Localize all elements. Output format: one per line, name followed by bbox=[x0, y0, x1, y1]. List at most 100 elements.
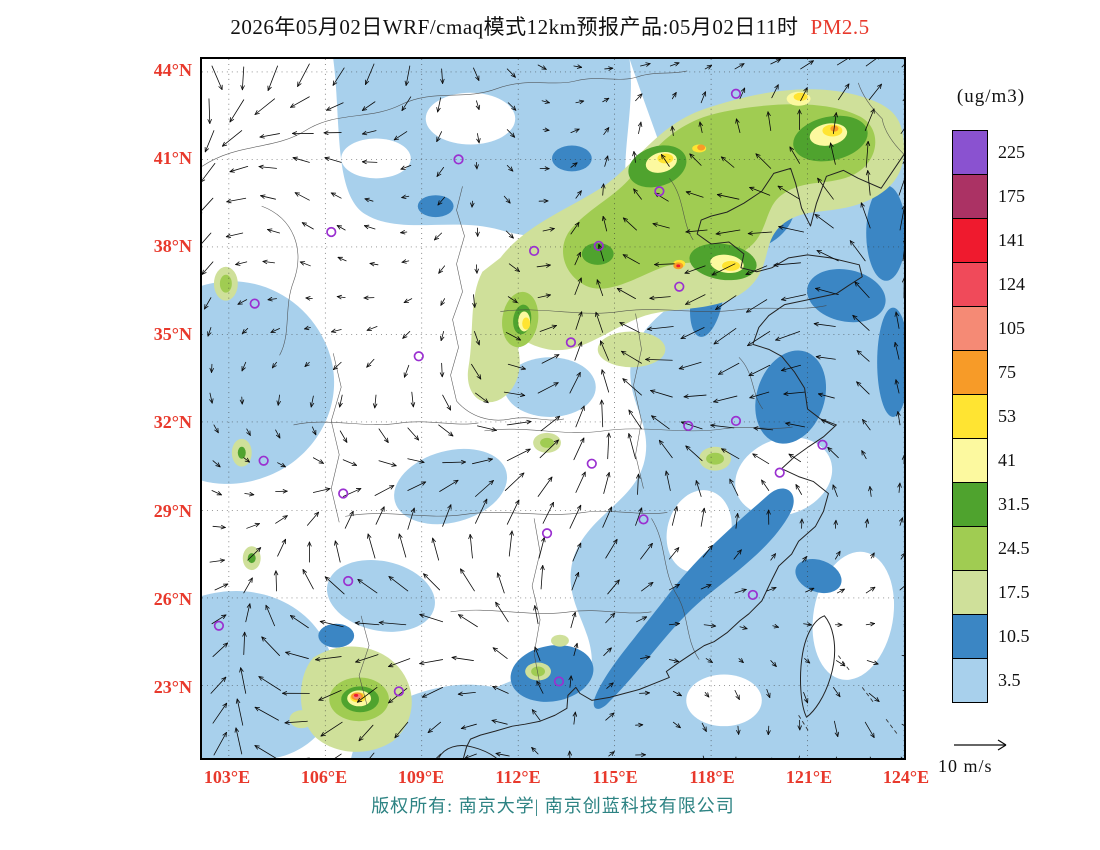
wind-arrow bbox=[647, 326, 674, 332]
wind-arrow bbox=[713, 328, 737, 345]
wind-arrow bbox=[334, 540, 341, 563]
lat-tick-label: 44°N bbox=[153, 60, 192, 80]
wind-arrow bbox=[833, 687, 841, 698]
wind-arrow bbox=[715, 229, 741, 236]
wind-arrow bbox=[539, 324, 557, 332]
wind-arrow bbox=[464, 753, 477, 758]
wind-arrow bbox=[668, 658, 679, 663]
legend-color-swatch bbox=[952, 218, 988, 263]
station-marker bbox=[747, 589, 758, 601]
lon-tick-label: 118°E bbox=[689, 767, 735, 787]
wind-arrow bbox=[506, 419, 532, 426]
wind-arrow bbox=[605, 712, 615, 721]
wind-arrow bbox=[701, 722, 707, 732]
wind-arrow bbox=[342, 488, 362, 497]
wind-arrow bbox=[604, 155, 609, 167]
station-marker bbox=[249, 298, 260, 309]
wind-arrow bbox=[505, 332, 522, 341]
wind-arrow bbox=[270, 328, 280, 333]
wind-arrow bbox=[357, 579, 378, 594]
lat-tick-label: 38°N bbox=[153, 236, 192, 256]
wind-arrow bbox=[258, 164, 277, 170]
wind-arrow bbox=[240, 66, 245, 91]
wind-arrow bbox=[573, 64, 583, 69]
wind-arrow bbox=[364, 197, 374, 203]
legend-entry: 3.5 bbox=[952, 658, 1030, 703]
wind-arrow bbox=[331, 328, 342, 334]
legend-entry: 17.5 bbox=[952, 570, 1030, 615]
wind-arrow bbox=[633, 188, 642, 200]
wind-arrow bbox=[204, 130, 215, 153]
wind-arrow bbox=[636, 616, 648, 623]
wind-arrow bbox=[261, 636, 280, 656]
wind-arrow bbox=[668, 547, 680, 560]
page-title: 2026年05月02日WRF/cmaq模式12km预报产品:05月02日11时 P… bbox=[0, 11, 1100, 41]
wind-arrow bbox=[436, 166, 445, 177]
wind-arrow bbox=[900, 553, 904, 560]
wind-arrow bbox=[672, 721, 681, 729]
lon-tick-label: 112°E bbox=[495, 767, 541, 787]
wind-arrow bbox=[799, 518, 804, 529]
legend-value: 75 bbox=[998, 362, 1016, 382]
wind-arrow bbox=[537, 64, 547, 70]
wind-arrow bbox=[423, 573, 441, 591]
wind-arrow bbox=[475, 392, 489, 404]
legend-color-swatch bbox=[952, 394, 988, 439]
northeast-border bbox=[857, 82, 904, 155]
lat-lon-gridlines bbox=[202, 59, 904, 758]
wind-arrow bbox=[259, 133, 280, 139]
wind-arrow bbox=[243, 457, 250, 463]
wind-arrow bbox=[649, 295, 671, 301]
wind-arrow bbox=[817, 177, 834, 200]
legend-color-swatch bbox=[952, 570, 988, 615]
wind-arrow bbox=[398, 533, 407, 558]
wind-arrow bbox=[419, 659, 444, 666]
wind-arrow bbox=[575, 99, 585, 105]
wind-arrow bbox=[745, 265, 768, 275]
wind-arrow bbox=[575, 311, 583, 330]
lat-tick-label: 32°N bbox=[153, 412, 192, 432]
taiwan-island bbox=[800, 615, 836, 718]
station-marker bbox=[586, 458, 597, 469]
wind-arrow bbox=[475, 100, 481, 110]
wind-arrow bbox=[570, 162, 578, 168]
wind-vector-field bbox=[202, 59, 904, 758]
wind-arrow bbox=[833, 112, 838, 134]
wind-arrow bbox=[458, 614, 478, 628]
station-marker bbox=[593, 240, 604, 252]
wind-arrow bbox=[861, 450, 867, 460]
wind-arrow bbox=[684, 265, 706, 274]
wind-arrow bbox=[815, 355, 836, 360]
wind-arrow bbox=[506, 448, 531, 462]
wind-arrow bbox=[229, 99, 245, 123]
station-marker bbox=[774, 467, 785, 478]
wind-arrow bbox=[622, 217, 637, 231]
station-marker bbox=[553, 676, 565, 687]
wind-arrow bbox=[276, 394, 281, 406]
wind-arrow bbox=[332, 67, 345, 86]
wind-arrow bbox=[640, 62, 651, 67]
wind-arrow bbox=[531, 709, 541, 721]
wind-arrow bbox=[474, 162, 479, 170]
wind-arrow bbox=[210, 676, 227, 694]
wind-arrow bbox=[326, 102, 344, 111]
wind-arrow bbox=[393, 131, 408, 141]
wind-arrow bbox=[607, 579, 620, 595]
wind-arrow bbox=[542, 501, 554, 524]
wind-arrow bbox=[654, 262, 675, 267]
wind-arrow bbox=[797, 109, 802, 130]
wind-arrow bbox=[241, 361, 247, 372]
wind-arrow bbox=[747, 331, 771, 347]
wind-arrow bbox=[504, 472, 525, 491]
wind-arrow bbox=[212, 702, 228, 724]
wind-arrow bbox=[299, 261, 311, 267]
wind-arrow bbox=[324, 156, 342, 163]
wind-arrow bbox=[734, 689, 740, 700]
wind-arrow bbox=[639, 690, 650, 696]
wind-arrow bbox=[753, 426, 774, 431]
wind-arrow bbox=[538, 537, 546, 559]
wind-arrow bbox=[505, 230, 514, 239]
wind-arrow bbox=[213, 424, 219, 434]
wind-arrow bbox=[734, 513, 740, 529]
legend-color-swatch bbox=[952, 174, 988, 219]
